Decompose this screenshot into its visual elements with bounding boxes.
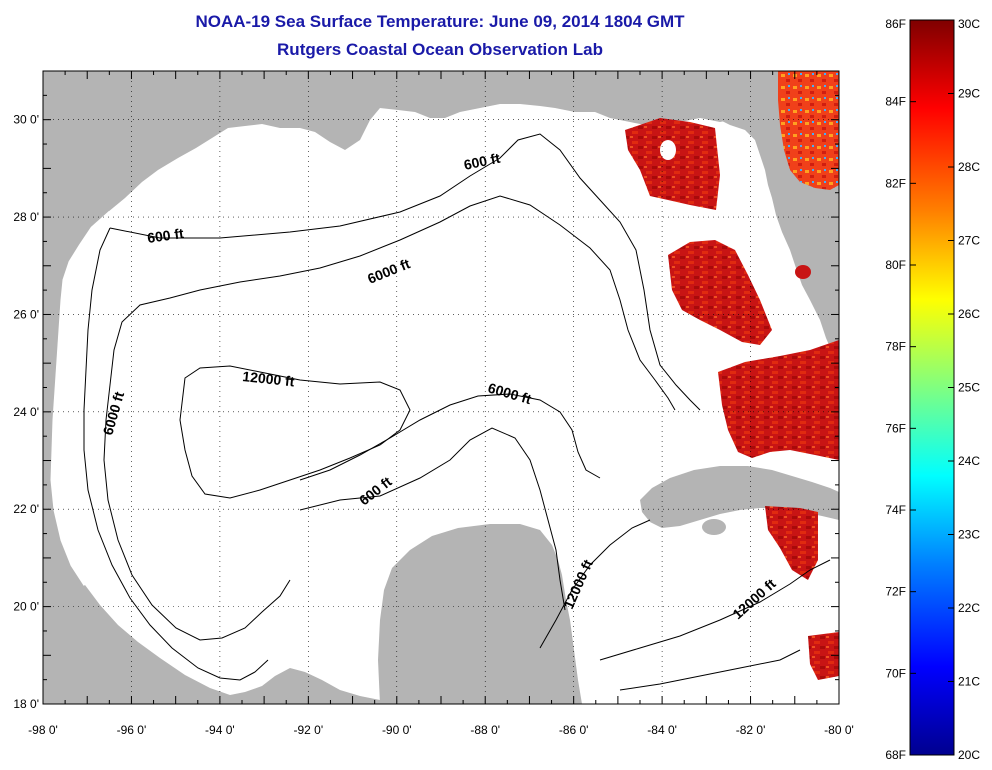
lon-tick-label: -90 0' (382, 723, 412, 737)
map-title: NOAA-19 Sea Surface Temperature: June 09… (195, 12, 685, 31)
colorbar-c-label: 25C (958, 381, 980, 395)
colorbar-f-label: 84F (885, 95, 906, 109)
sst-swath-cayman (808, 632, 839, 680)
contour-600ft-south (299, 427, 566, 611)
contour-12000ft-cayman (599, 559, 831, 661)
contour-600ft (109, 133, 701, 411)
sst-lake-okeechobee (795, 265, 811, 279)
lat-tick-label: 24 0' (13, 405, 39, 419)
contour-600ft-west (83, 227, 269, 681)
land-yucatan (378, 524, 582, 704)
sst-swath-mid (668, 240, 772, 345)
sst-cloud-gap-2 (696, 223, 716, 237)
colorbar-c-label: 24C (958, 454, 980, 468)
lon-tick-label: -82 0' (736, 723, 766, 737)
lon-tick-label: -80 0' (824, 723, 854, 737)
colorbar-f-label: 80F (885, 258, 906, 272)
contour-6000ft-west (103, 384, 291, 641)
sst-cloud-gap-1 (660, 140, 676, 160)
lon-tick-label: -98 0' (28, 723, 58, 737)
colorbar-c-label: 29C (958, 87, 980, 101)
longitude-tick-labels: -98 0' -96 0' -94 0' -92 0' -90 0' -88 0' -86 … (28, 723, 854, 737)
contour-6000ft-east (299, 393, 601, 481)
lon-tick-label: -92 0' (294, 723, 324, 737)
colorbar-ticks (910, 19, 954, 756)
lat-tick-label: 26 0' (13, 307, 39, 321)
lon-tick-label: -96 0' (117, 723, 147, 737)
colorbar (909, 19, 955, 756)
contour-12000ft-yucatan (539, 519, 651, 649)
lat-tick-label: 22 0' (13, 502, 39, 516)
contour-6000ft (109, 195, 676, 411)
colorbar-fahrenheit-labels: 86F 84F 82F 80F 78F 76F 74F 72F 70F 68F (885, 17, 906, 762)
colorbar-f-label: 86F (885, 17, 906, 31)
colorbar-c-label: 23C (958, 528, 980, 542)
lat-tick-label: 18 0' (13, 697, 39, 711)
lon-tick-label: -88 0' (470, 723, 500, 737)
colorbar-c-label: 20C (958, 748, 980, 762)
latitude-tick-labels: 18 0' 20 0' 22 0' 24 0' 26 0' 28 0' 30 0' (13, 113, 39, 711)
lon-tick-label: -86 0' (559, 723, 589, 737)
colorbar-celsius-labels: 30C 29C 28C 27C 26C 25C 24C 23C 22C 21C 20C (958, 17, 980, 762)
contour-label-600ft-north: 600 ft (146, 225, 185, 246)
contour-label-12000ft-center: 12000 ft (242, 368, 296, 389)
lon-tick-label: -84 0' (647, 723, 677, 737)
land-isla-juventud (702, 519, 726, 535)
coastal-fringe (50, 210, 111, 586)
contour-12000ft (179, 365, 411, 499)
colorbar-c-label: 21C (958, 675, 980, 689)
colorbar-f-label: 70F (885, 666, 906, 680)
contour-cayman-inner (619, 649, 801, 691)
lon-tick-label: -94 0' (205, 723, 235, 737)
sst-swath-cuba-east (765, 506, 818, 580)
lat-lon-grid (43, 71, 839, 704)
lat-tick-label: 20 0' (13, 600, 39, 614)
lat-tick-label: 30 0' (13, 113, 39, 127)
colorbar-c-label: 30C (958, 17, 980, 31)
colorbar-f-label: 74F (885, 503, 906, 517)
colorbar-f-label: 68F (885, 748, 906, 762)
colorbar-c-label: 22C (958, 601, 980, 615)
colorbar-c-label: 26C (958, 307, 980, 321)
axis-ticks (42, 70, 840, 705)
land-cuba (640, 466, 839, 528)
map-subtitle: Rutgers Coastal Ocean Observation Lab (277, 40, 603, 59)
colorbar-c-label: 27C (958, 234, 980, 248)
colorbar-f-label: 76F (885, 421, 906, 435)
colorbar-f-label: 82F (885, 176, 906, 190)
lat-tick-label: 28 0' (13, 210, 39, 224)
sst-swath-keys (718, 340, 839, 460)
colorbar-f-label: 72F (885, 585, 906, 599)
sst-swath-north (625, 118, 720, 210)
contour-label-600ft-ne: 600 ft (462, 150, 501, 173)
land-us-mexico (43, 71, 839, 704)
colorbar-f-label: 78F (885, 340, 906, 354)
sst-swath-florida-land (778, 71, 839, 190)
colorbar-c-label: 28C (958, 160, 980, 174)
